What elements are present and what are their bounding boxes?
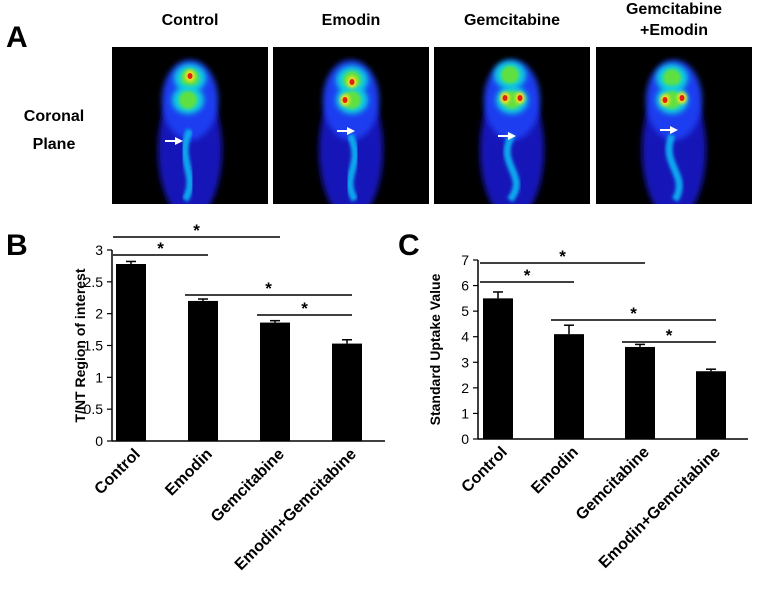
gut [181, 128, 194, 202]
hot [342, 97, 348, 103]
significance-label: * [157, 239, 164, 258]
mouse [319, 60, 383, 204]
bar [260, 322, 290, 441]
gut [665, 133, 683, 202]
arrow-head [175, 137, 183, 145]
y-tick-label: 0.5 [84, 401, 104, 417]
y-tick-label: 3 [95, 242, 103, 258]
pet-image [273, 47, 429, 204]
pet-image [596, 47, 752, 204]
y-tick-label: 3 [461, 354, 469, 370]
y-tick-label: 2 [461, 380, 469, 396]
mouse [158, 60, 222, 204]
x-tick-label: Emodin+Gemcitabine [232, 446, 360, 574]
mouse [480, 60, 544, 204]
glow [663, 69, 681, 87]
y-tick-label: 1 [461, 405, 469, 421]
significance-label: * [630, 304, 637, 323]
y-tick-label: 2 [95, 306, 103, 322]
x-tick-label: Control [92, 446, 144, 498]
y-tick-label: 1 [95, 369, 103, 385]
y-tick-label: 5 [461, 303, 469, 319]
mouse [642, 60, 706, 204]
significance-label: * [265, 279, 272, 298]
significance-label: * [666, 326, 673, 345]
x-tick-label: Emodin [528, 444, 582, 498]
column-header: Control [162, 12, 219, 29]
y-tick-label: 6 [461, 278, 469, 294]
y-tick-label: 4 [461, 329, 469, 345]
glow [501, 66, 519, 84]
bar [483, 298, 513, 439]
x-tick-label: Gemcitabine [208, 446, 288, 526]
significance-label: * [524, 266, 531, 285]
bar [625, 346, 655, 439]
panel-label: C [398, 229, 420, 262]
row-label: Plane [33, 136, 76, 153]
x-tick-label: Control [459, 444, 511, 496]
bar [332, 343, 362, 441]
bar [696, 371, 726, 439]
gut [346, 133, 359, 202]
hot [187, 73, 193, 79]
y-axis-label: Standard Uptake Value [427, 273, 443, 425]
row-label: Coronal [24, 108, 84, 125]
pet-image [112, 47, 268, 204]
y-tick-label: 2.5 [84, 274, 104, 290]
panel-label: B [6, 229, 28, 262]
hot [679, 95, 685, 101]
hot [349, 79, 355, 85]
arrow-head [670, 126, 678, 134]
hot [662, 97, 668, 103]
gut [503, 133, 520, 203]
x-tick-label: Emodin [162, 446, 216, 500]
bar [116, 264, 146, 441]
column-header: Gemcitabine [464, 12, 560, 29]
significance-label: * [301, 299, 308, 318]
x-tick-label: Emodin+Gemcitabine [596, 444, 724, 572]
column-header: +Emodin [640, 22, 708, 39]
arrow-head [347, 127, 355, 135]
y-tick-label: 1.5 [84, 338, 104, 354]
bar [188, 300, 218, 441]
pet-image [434, 47, 590, 204]
hot [502, 95, 508, 101]
significance-label: * [559, 247, 566, 266]
panel-a: A Coronal Plane Control Emodin Gemcitabine Gem… [6, 1, 752, 204]
column-header: Emodin [322, 12, 381, 29]
column-header: Gemcitabine [626, 1, 722, 18]
hot [517, 95, 523, 101]
x-tick-label: Gemcitabine [573, 444, 653, 524]
arrow-head [508, 132, 516, 140]
y-tick-label: 0 [95, 433, 103, 449]
bar [554, 334, 584, 439]
y-tick-label: 0 [461, 431, 469, 447]
y-axis-label: T/NT Region of interest [72, 268, 88, 422]
panel-label: A [6, 21, 28, 54]
glow [179, 91, 197, 109]
y-tick-label: 7 [461, 252, 469, 268]
significance-label: * [193, 221, 200, 240]
